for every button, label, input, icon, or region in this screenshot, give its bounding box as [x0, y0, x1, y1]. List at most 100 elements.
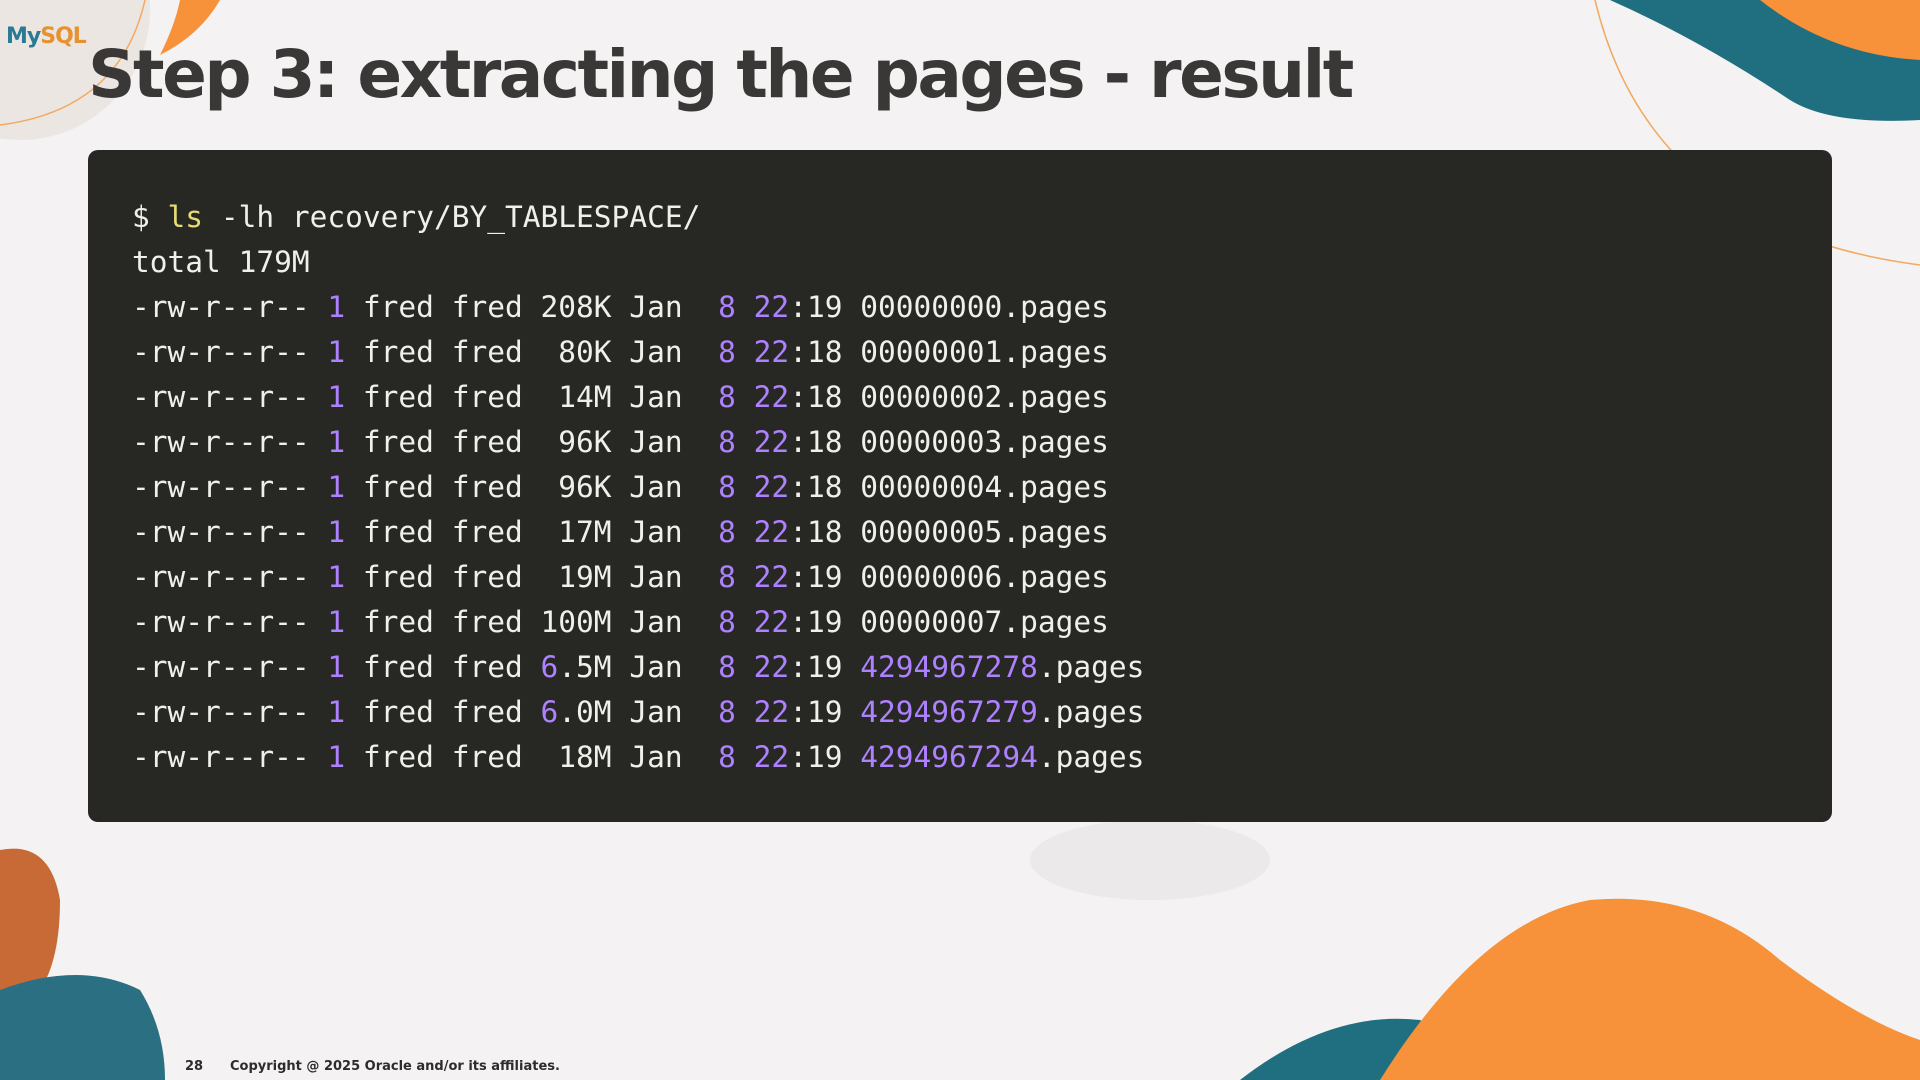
- text-segment: :18 00000004.pages: [789, 470, 1109, 504]
- slide-title: Step 3: extracting the pages - result: [88, 36, 1354, 113]
- text-segment: :19: [789, 695, 861, 729]
- text-segment: :18 00000005.pages: [789, 515, 1109, 549]
- text-segment: 1: [327, 380, 346, 414]
- text-segment: 1: [327, 515, 346, 549]
- text-segment: 1: [327, 695, 346, 729]
- text-segment: 8: [718, 425, 736, 459]
- text-segment: 6: [540, 695, 559, 729]
- text-segment: :19 00000007.pages: [789, 605, 1109, 639]
- text-segment: fred fred 14M Jan: [345, 380, 719, 414]
- text-segment: fred fred 96K Jan: [345, 425, 719, 459]
- text-segment: -rw-r--r--: [132, 290, 328, 324]
- text-segment: [736, 470, 754, 504]
- output-line: -rw-r--r-- 1 fred fred 96K Jan 8 22:18 0…: [132, 420, 1144, 465]
- output-line: -rw-r--r-- 1 fred fred 18M Jan 8 22:19 4…: [132, 735, 1144, 780]
- text-segment: .0M Jan: [558, 695, 719, 729]
- text-segment: [736, 695, 754, 729]
- text-segment: 8: [718, 740, 736, 774]
- text-segment: 8: [718, 290, 736, 324]
- text-segment: 22: [753, 335, 790, 369]
- mysql-logo: MySQL: [6, 24, 87, 49]
- text-segment: fred fred 100M Jan: [345, 605, 719, 639]
- text-segment: [736, 650, 754, 684]
- text-segment: 1: [327, 335, 346, 369]
- text-segment: 4294967279: [860, 695, 1038, 729]
- text-segment: :19: [789, 650, 861, 684]
- text-segment: 6: [540, 650, 559, 684]
- text-segment: 22: [753, 560, 790, 594]
- text-segment: fred fred: [345, 695, 541, 729]
- text-segment: total 179M: [132, 245, 310, 279]
- text-segment: 1: [327, 605, 346, 639]
- output-line: -rw-r--r-- 1 fred fred 19M Jan 8 22:19 0…: [132, 555, 1144, 600]
- text-segment: -rw-r--r--: [132, 605, 328, 639]
- text-segment: 8: [718, 515, 736, 549]
- text-segment: -rw-r--r--: [132, 515, 328, 549]
- output-line: -rw-r--r-- 1 fred fred 96K Jan 8 22:18 0…: [132, 465, 1144, 510]
- terminal-output: $ ls -lh recovery/BY_TABLESPACE/total 17…: [132, 195, 1144, 780]
- text-segment: [736, 605, 754, 639]
- command-line: $ ls -lh recovery/BY_TABLESPACE/: [132, 195, 1144, 240]
- text-segment: 1: [327, 470, 346, 504]
- text-segment: 1: [327, 425, 346, 459]
- text-segment: :19 00000006.pages: [789, 560, 1109, 594]
- text-segment: [736, 380, 754, 414]
- text-segment: .pages: [1037, 695, 1145, 729]
- text-segment: 8: [718, 335, 736, 369]
- text-segment: -lh recovery/BY_TABLESPACE/: [203, 200, 701, 234]
- text-segment: :18 00000002.pages: [789, 380, 1109, 414]
- text-segment: :19 00000000.pages: [789, 290, 1109, 324]
- text-segment: 1: [327, 290, 346, 324]
- copyright: Copyright @ 2025 Oracle and/or its affil…: [230, 1059, 560, 1074]
- text-segment: -rw-r--r--: [132, 470, 328, 504]
- output-line: -rw-r--r-- 1 fred fred 6.5M Jan 8 22:19 …: [132, 645, 1144, 690]
- text-segment: fred fred: [345, 650, 541, 684]
- text-segment: 8: [718, 470, 736, 504]
- text-segment: 22: [753, 695, 790, 729]
- text-segment: ls: [167, 200, 204, 234]
- text-segment: 22: [753, 425, 790, 459]
- text-segment: 22: [753, 515, 790, 549]
- output-line: -rw-r--r-- 1 fred fred 6.0M Jan 8 22:19 …: [132, 690, 1144, 735]
- text-segment: -rw-r--r--: [132, 335, 328, 369]
- text-segment: 22: [753, 380, 790, 414]
- text-segment: fred fred 19M Jan: [345, 560, 719, 594]
- text-segment: :18 00000001.pages: [789, 335, 1109, 369]
- text-segment: 22: [753, 290, 790, 324]
- text-segment: -rw-r--r--: [132, 380, 328, 414]
- output-line: total 179M: [132, 240, 1144, 285]
- text-segment: 1: [327, 650, 346, 684]
- text-segment: fred fred 18M Jan: [345, 740, 719, 774]
- text-segment: 4294967294: [860, 740, 1038, 774]
- text-segment: -rw-r--r--: [132, 560, 328, 594]
- text-segment: [736, 335, 754, 369]
- text-segment: [736, 290, 754, 324]
- output-line: -rw-r--r-- 1 fred fred 14M Jan 8 22:18 0…: [132, 375, 1144, 420]
- text-segment: [736, 740, 754, 774]
- text-segment: 1: [327, 560, 346, 594]
- text-segment: fred fred 96K Jan: [345, 470, 719, 504]
- text-segment: [736, 560, 754, 594]
- text-segment: 22: [753, 470, 790, 504]
- output-line: -rw-r--r-- 1 fred fred 80K Jan 8 22:18 0…: [132, 330, 1144, 375]
- page-number: 28: [185, 1059, 204, 1074]
- text-segment: 4294967278: [860, 650, 1038, 684]
- text-segment: :19: [789, 740, 861, 774]
- text-segment: -rw-r--r--: [132, 650, 328, 684]
- text-segment: fred fred 80K Jan: [345, 335, 719, 369]
- text-segment: 22: [753, 740, 790, 774]
- text-segment: 8: [718, 380, 736, 414]
- output-line: -rw-r--r-- 1 fred fred 17M Jan 8 22:18 0…: [132, 510, 1144, 555]
- text-segment: :18 00000003.pages: [789, 425, 1109, 459]
- text-segment: -rw-r--r--: [132, 425, 328, 459]
- text-segment: $: [132, 200, 168, 234]
- text-segment: .pages: [1037, 740, 1145, 774]
- text-segment: [736, 515, 754, 549]
- text-segment: -rw-r--r--: [132, 695, 328, 729]
- text-segment: 22: [753, 605, 790, 639]
- terminal-code-block: $ ls -lh recovery/BY_TABLESPACE/total 17…: [88, 150, 1832, 822]
- text-segment: -rw-r--r--: [132, 740, 328, 774]
- text-segment: .pages: [1037, 650, 1145, 684]
- text-segment: .5M Jan: [558, 650, 719, 684]
